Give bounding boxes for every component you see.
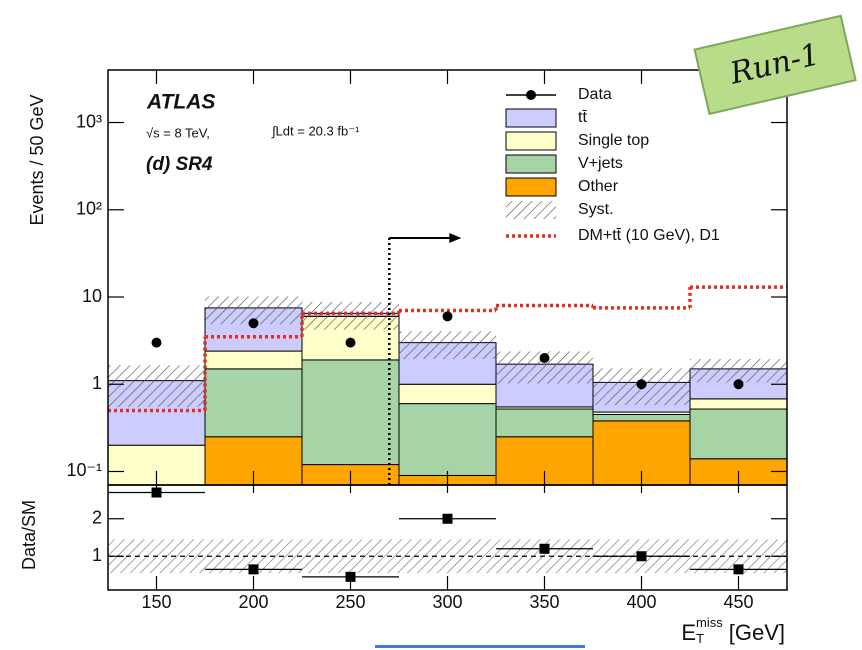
x-tick-label: 150	[141, 592, 171, 612]
stack-segment	[690, 399, 787, 409]
y-tick-label: 10	[82, 286, 102, 306]
experiment-label: ATLAS	[146, 91, 215, 114]
stack-segment	[496, 409, 593, 437]
y-axis-label: Events / 50 GeV	[27, 94, 47, 225]
data-point	[346, 338, 356, 348]
x-axis-label: ETmiss [GeV]	[681, 615, 785, 646]
energy-label: √s = 8 TeV,	[146, 125, 210, 140]
data-point	[540, 353, 550, 363]
y-tick-label: 10³	[76, 111, 102, 131]
legend-label: Syst.	[578, 201, 614, 218]
y-tick-label: 10²	[76, 199, 102, 219]
syst-band	[690, 359, 787, 382]
data-point	[637, 379, 647, 389]
stack-segment	[302, 360, 399, 465]
ratio-point	[540, 544, 550, 554]
x-tick-label: 300	[432, 592, 462, 612]
syst-band	[108, 365, 205, 407]
stack-segment	[399, 404, 496, 476]
x-label-sub: T	[696, 631, 704, 646]
legend-label: Data	[578, 86, 612, 103]
lumi-label: ∫Ldt = 20.3 fb⁻¹	[271, 123, 360, 138]
x-tick-label: 350	[529, 592, 559, 612]
ratio-y-label: Data/SM	[19, 500, 39, 570]
legend-swatch	[506, 178, 556, 196]
y-tick-label: 10⁻¹	[66, 460, 102, 480]
stack-segment	[690, 409, 787, 459]
ratio-point	[249, 564, 259, 574]
syst-band	[399, 331, 496, 359]
legend-swatch	[506, 109, 556, 127]
legend-label: Single top	[578, 132, 649, 149]
legend-swatch	[506, 201, 556, 219]
stack-segment	[399, 384, 496, 403]
legend-label: Other	[578, 178, 619, 195]
data-point	[249, 318, 259, 328]
legend-label: V+jets	[578, 155, 623, 172]
data-point	[443, 311, 453, 321]
x-tick-label: 450	[723, 592, 753, 612]
x-label-unit: [GeV]	[729, 620, 785, 645]
legend-data-marker	[526, 90, 536, 100]
x-tick-label: 200	[238, 592, 268, 612]
legend-label: DM+tt̄ (10 GeV), D1	[578, 227, 720, 244]
ratio-y-tick-label: 1	[92, 545, 102, 565]
stack-segment	[205, 351, 302, 369]
data-point	[152, 338, 162, 348]
ratio-point	[443, 514, 453, 524]
x-label-sup: miss	[696, 615, 723, 630]
x-tick-label: 250	[335, 592, 365, 612]
legend-swatch	[506, 132, 556, 150]
decor-line	[375, 645, 585, 648]
stack-segment	[593, 414, 690, 420]
legend-swatch	[506, 155, 556, 173]
y-tick-label: 1	[92, 373, 102, 393]
chart: 10⁻¹ 1 10 10² 10³ Data tt̄ Single top V+jets Othe…	[0, 0, 862, 650]
data-point	[734, 379, 744, 389]
stack-segment	[205, 369, 302, 437]
ratio-y-tick-label: 2	[92, 508, 102, 528]
syst-band	[302, 302, 399, 330]
region-label: (d) SR4	[146, 154, 213, 175]
x-tick-label: 400	[626, 592, 656, 612]
legend-label: tt̄	[578, 109, 587, 126]
ratio-point	[637, 551, 647, 561]
x-label-main: E	[681, 620, 696, 645]
ratio-point	[734, 564, 744, 574]
